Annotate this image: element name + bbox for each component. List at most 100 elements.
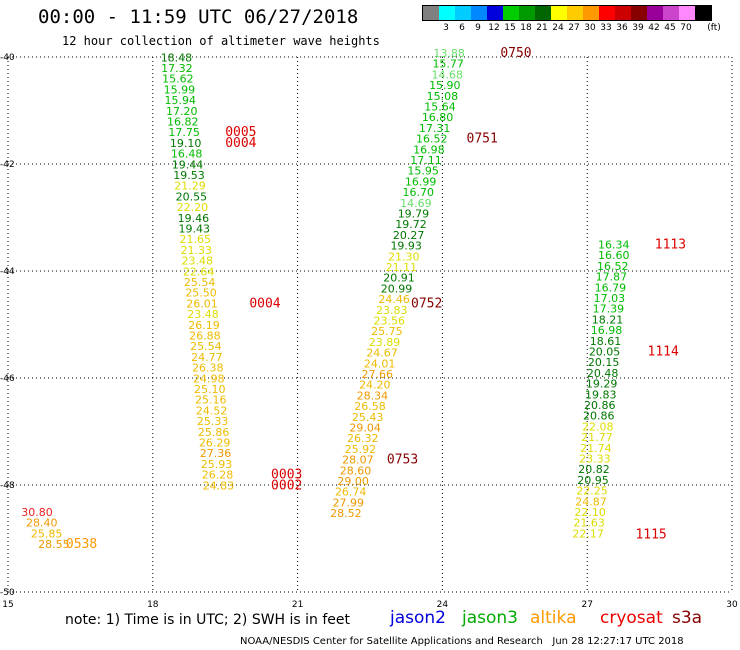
legend-swatch bbox=[583, 6, 599, 20]
data-point-label: 16.98 bbox=[591, 324, 623, 337]
data-point-label: 27.36 bbox=[200, 447, 232, 460]
data-point-label: 22.17 bbox=[572, 527, 604, 540]
y-tick-label: -42 bbox=[0, 160, 15, 170]
data-point-label: 29.00 bbox=[337, 475, 369, 488]
data-point-label: 26.29 bbox=[199, 436, 231, 449]
legend-labels: (ft) 3 6 9 12 15 18 21 24 27 30 33 36 39 42 45 70 bbox=[422, 21, 721, 35]
data-point-label: 20.86 bbox=[584, 399, 616, 412]
data-point-label: 15.95 bbox=[407, 165, 439, 178]
data-point-label: 23.48 bbox=[187, 308, 219, 321]
legend-swatch bbox=[487, 6, 503, 20]
data-point-label: 25.75 bbox=[371, 325, 403, 338]
data-point-label: 24.87 bbox=[575, 495, 607, 508]
data-point-label: 26.32 bbox=[347, 432, 379, 445]
data-point-label: 21.11 bbox=[386, 261, 418, 274]
data-point-label: 21.63 bbox=[573, 517, 605, 530]
data-point-label: 25.85 bbox=[31, 527, 63, 540]
data-point-label: 25.10 bbox=[194, 383, 226, 396]
data-point-label: 22.08 bbox=[582, 420, 614, 433]
legend-swatch bbox=[551, 6, 567, 20]
legend-swatch bbox=[615, 6, 631, 20]
data-point-label: 16.48 bbox=[171, 148, 203, 161]
data-point-label: 27.66 bbox=[361, 368, 393, 381]
time-annotation: 0003 bbox=[271, 468, 302, 483]
data-point-label: 16.52 bbox=[597, 260, 629, 273]
legend-label: 15 bbox=[504, 23, 516, 33]
data-point-label: 25.93 bbox=[201, 458, 233, 471]
legend-swatches bbox=[422, 5, 712, 21]
data-point-label: 22.10 bbox=[574, 506, 606, 519]
data-point-label: 19.79 bbox=[398, 208, 430, 221]
x-tick-label: 27 bbox=[581, 600, 592, 608]
data-point-label: 16.34 bbox=[598, 239, 630, 252]
legend-swatch bbox=[455, 6, 471, 20]
y-tick-label: -46 bbox=[0, 374, 15, 384]
legend-label: 45 bbox=[664, 23, 676, 33]
satellite-name-s3a: s3a bbox=[672, 608, 703, 628]
legend-swatch bbox=[471, 6, 487, 20]
data-point-label: 20.86 bbox=[583, 410, 615, 423]
legend-label: 9 bbox=[475, 23, 481, 33]
time-annotation: 0750 bbox=[500, 46, 531, 61]
x-tick-label: 18 bbox=[147, 600, 159, 608]
data-point-label: 16.60 bbox=[598, 249, 630, 262]
chart-subtitle: 12 hour collection of altimeter wave hei… bbox=[62, 34, 380, 48]
data-point-label: 28.55 bbox=[38, 538, 70, 551]
legend-label: 18 bbox=[520, 23, 532, 33]
data-point-label: 19.72 bbox=[395, 218, 427, 231]
data-point-label: 15.77 bbox=[432, 58, 464, 71]
legend-label: 30 bbox=[584, 23, 596, 33]
data-point-label: 19.10 bbox=[170, 137, 202, 150]
legend-swatch bbox=[519, 6, 535, 20]
data-point-label: 23.48 bbox=[181, 255, 213, 268]
data-point-label: 25.92 bbox=[345, 443, 377, 456]
data-point-label: 24.20 bbox=[359, 379, 391, 392]
data-point-label: 21.77 bbox=[581, 431, 613, 444]
data-point-label: 16.80 bbox=[422, 111, 454, 124]
data-point-label: 20.05 bbox=[589, 346, 621, 359]
legend-swatch bbox=[647, 6, 663, 20]
data-point-label: 18.21 bbox=[592, 313, 624, 326]
data-point-label: 16.79 bbox=[595, 281, 627, 294]
color-legend: (ft) 3 6 9 12 15 18 21 24 27 30 33 36 39 42 45 70 bbox=[422, 5, 721, 35]
y-tick-label: -44 bbox=[0, 267, 15, 277]
data-point-label: 20.91 bbox=[383, 272, 415, 285]
data-point-label: 25.86 bbox=[198, 426, 230, 439]
legend-swatch bbox=[599, 6, 615, 20]
data-point-label: 24.46 bbox=[378, 293, 410, 306]
data-point-label: 18.48 bbox=[161, 51, 193, 64]
data-point-label: 19.46 bbox=[178, 212, 210, 225]
data-point-label: 15.08 bbox=[427, 90, 459, 103]
time-annotation: 1113 bbox=[655, 238, 686, 253]
time-annotation: 0005 bbox=[225, 125, 256, 140]
chart-title: 00:00 - 11:59 UTC 06/27/2018 bbox=[38, 6, 359, 28]
data-point-label: 17.32 bbox=[161, 62, 193, 75]
data-point-label: 24.01 bbox=[364, 357, 396, 370]
wave-height-chart: 15 18 21 24 27 30 -40 -42 -44 -46 -48 -50 18.4817.32… bbox=[0, 46, 738, 608]
legend-label: 42 bbox=[648, 23, 660, 33]
time-annotation: 1114 bbox=[648, 345, 679, 360]
data-point-label: 14.68 bbox=[431, 68, 463, 81]
x-tick-label: 21 bbox=[292, 600, 303, 608]
legend-swatch bbox=[439, 6, 455, 20]
legend-label: 33 bbox=[600, 23, 612, 33]
data-point-label: 19.93 bbox=[390, 240, 422, 253]
data-point-label: 20.99 bbox=[381, 282, 413, 295]
data-point-label: 24.77 bbox=[191, 351, 223, 364]
legend-swatch bbox=[663, 6, 679, 20]
legend-label: 6 bbox=[459, 23, 465, 33]
data-point-label: 26.58 bbox=[354, 400, 386, 413]
legend-swatch bbox=[567, 6, 583, 20]
satellite-name-cryosat: cryosat bbox=[600, 608, 663, 628]
data-point-label: 19.43 bbox=[179, 222, 211, 235]
data-point-label: 17.31 bbox=[419, 122, 451, 135]
legend-swatch bbox=[535, 6, 551, 20]
data-point-label: 28.34 bbox=[357, 389, 389, 402]
data-point-label: 21.29 bbox=[174, 180, 206, 193]
footer-credit: NOAA/NESDIS Center for Satellite Applica… bbox=[240, 636, 684, 647]
data-point-label: 21.74 bbox=[580, 442, 612, 455]
data-point-label: 25.43 bbox=[352, 411, 384, 424]
data-point-label: 24.52 bbox=[196, 404, 228, 417]
data-point-label: 25.16 bbox=[195, 394, 227, 407]
legend-label: 39 bbox=[632, 23, 644, 33]
